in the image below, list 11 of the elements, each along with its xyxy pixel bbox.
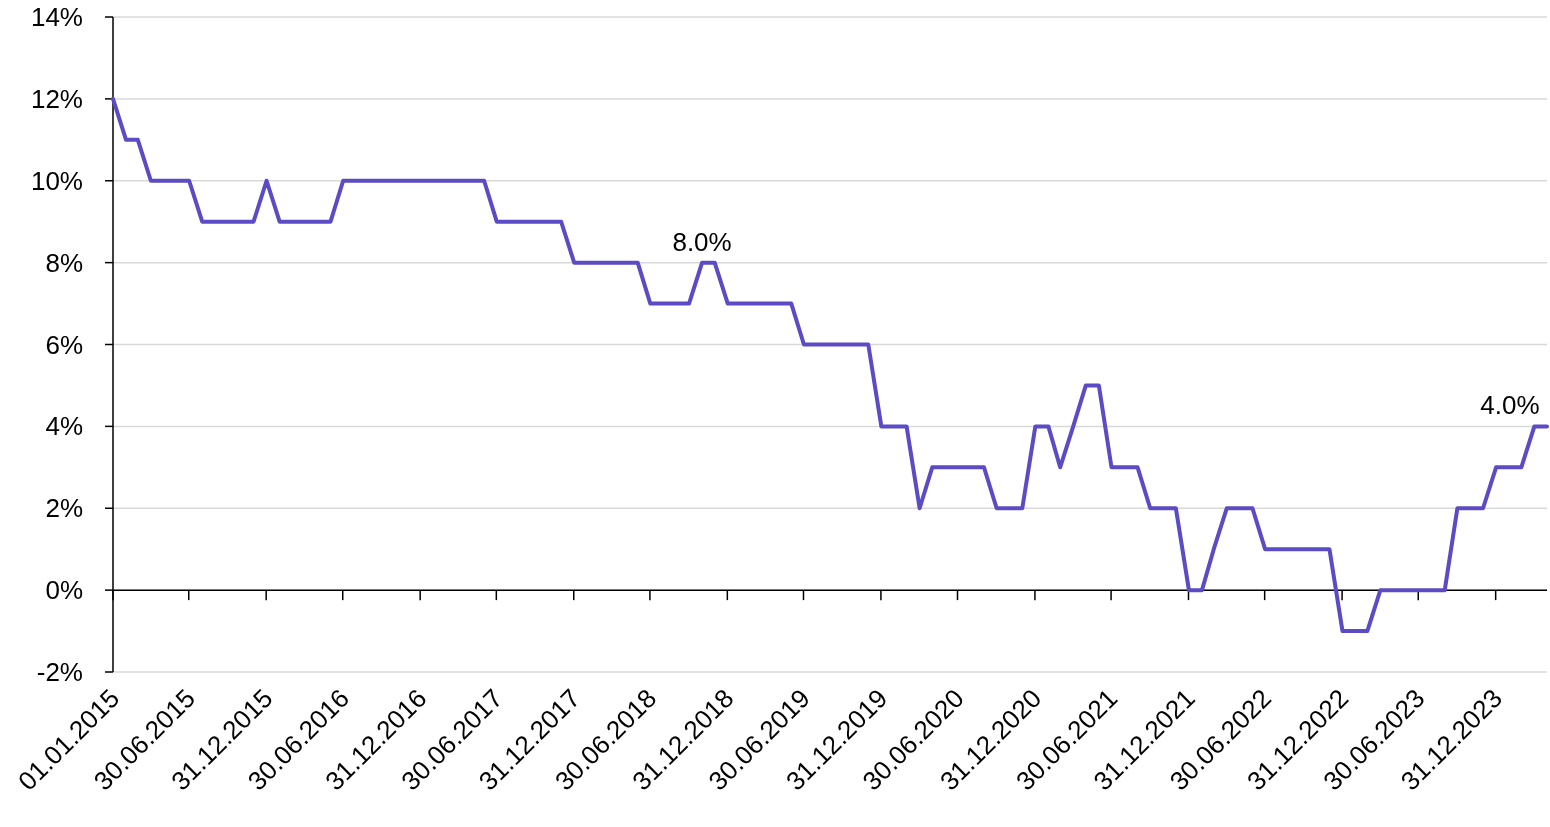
y-tick-label: 8% [45,247,83,278]
y-tick-label: 4% [45,411,83,442]
data-label: 4.0% [1480,390,1540,421]
y-tick-label: 12% [30,83,83,114]
y-tick-label: 6% [45,329,83,360]
y-tick-label: 14% [30,2,83,33]
y-tick-label: 0% [45,575,83,606]
y-tick-label: -2% [36,657,83,688]
data-label: 8.0% [672,226,732,257]
y-tick-label: 2% [45,493,83,524]
y-tick-label: 10% [30,165,83,196]
